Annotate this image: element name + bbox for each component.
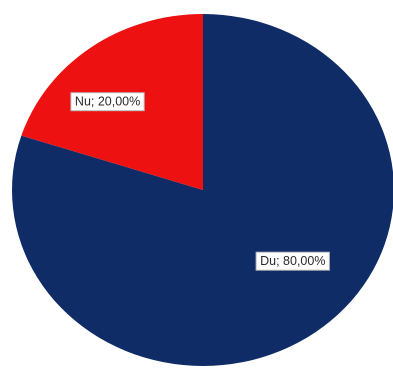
data-label-text-nu: Nu; 20,00% (75, 95, 140, 109)
data-label-box-du (255, 251, 330, 271)
data-label-nu: Nu; 20,00% (70, 92, 145, 112)
pie-data-labels: Du; 80,00% Nu; 20,00% (70, 92, 330, 271)
data-label-box-nu (70, 92, 145, 112)
pie-slice-du (12, 14, 393, 366)
pie-slices (12, 14, 393, 366)
data-label-text-du: Du; 80,00% (260, 254, 325, 268)
data-label-du: Du; 80,00% (255, 251, 330, 271)
